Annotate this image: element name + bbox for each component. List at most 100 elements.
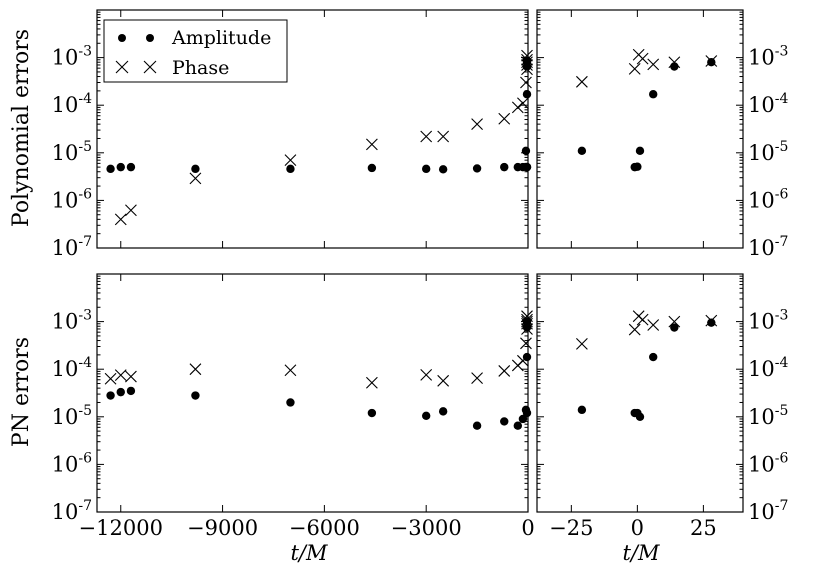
xtick-label: −25 xyxy=(549,516,593,540)
plot-frame xyxy=(96,9,529,249)
xtick-label: −6000 xyxy=(289,516,360,540)
legend-amplitude-label: Amplitude xyxy=(171,27,271,49)
amplitude-point xyxy=(522,408,532,418)
ytick-label: 10-5 xyxy=(748,403,788,429)
xtick-label: −9000 xyxy=(187,516,258,540)
amplitude-point xyxy=(191,391,200,400)
phase-point xyxy=(284,154,297,167)
phase-point xyxy=(521,315,533,328)
phase-point xyxy=(647,58,660,71)
legend-phase-label: Phase xyxy=(172,57,229,79)
plot-frame xyxy=(536,273,744,513)
phase-point xyxy=(521,53,533,66)
amplitude-point xyxy=(191,164,200,174)
amplitude-point xyxy=(635,146,645,156)
ytick-label: 10-3 xyxy=(748,308,788,334)
xtick-label: −12000 xyxy=(79,516,163,540)
xlabel-right: t/M xyxy=(622,541,660,565)
amplitude-point xyxy=(500,162,509,172)
legend-phase-marker xyxy=(143,60,157,74)
amplitude-point xyxy=(522,162,532,172)
amplitude-point xyxy=(126,162,136,172)
xtick-label: −3000 xyxy=(391,516,462,540)
phase-point xyxy=(520,76,532,89)
phase-point xyxy=(284,364,297,377)
phase-point xyxy=(520,337,532,350)
phase-point xyxy=(521,59,533,71)
amplitude-point xyxy=(116,387,125,397)
ytick-label: 10-4 xyxy=(52,355,92,381)
ytick-label: 10-7 xyxy=(748,234,788,260)
ytick-label: 10-7 xyxy=(52,498,92,524)
phase-point xyxy=(517,354,529,367)
phase-point xyxy=(471,372,483,384)
amplitude-point xyxy=(670,323,679,332)
panel-bottom-right: 10-7 10-6 10-5 10-4 10-3 −25 0 25 xyxy=(536,273,788,540)
phase-point xyxy=(521,313,533,326)
ytick-label: 10-6 xyxy=(52,450,92,476)
phase-point xyxy=(576,338,588,350)
phase-point xyxy=(647,319,660,331)
ytick-label: 10-7 xyxy=(748,498,788,524)
phase-point xyxy=(114,369,127,382)
amplitude-point xyxy=(577,146,587,156)
ylabel-top: Polynomial errors xyxy=(9,29,34,227)
legend: Amplitude Phase xyxy=(103,19,288,83)
amplitude-point xyxy=(521,146,531,156)
ytick-label: 10-3 xyxy=(748,44,788,70)
phase-point xyxy=(420,130,433,143)
legend-phase-marker xyxy=(115,60,129,74)
phase-point xyxy=(114,213,127,226)
xtick-label: 0 xyxy=(521,516,534,540)
ytick-label: 10-7 xyxy=(52,234,92,260)
phase-point xyxy=(437,374,450,387)
ytick-label: 10-4 xyxy=(748,91,788,117)
phase-point xyxy=(189,172,202,185)
amplitude-point xyxy=(367,408,377,418)
plot-frame xyxy=(96,273,529,513)
phase-point xyxy=(366,376,378,389)
amplitude-point xyxy=(106,391,115,400)
ytick-label: 10-3 xyxy=(52,308,92,334)
amplitude-point xyxy=(438,407,448,416)
phase-point xyxy=(705,55,718,67)
panel-top-left: 10-7 10-6 10-5 10-4 10-3 xyxy=(52,9,533,260)
xlabel-left: t/M xyxy=(290,541,328,565)
legend-box xyxy=(103,19,288,83)
phase-point xyxy=(125,370,137,383)
amplitude-point xyxy=(670,62,679,71)
amplitude-point xyxy=(438,165,448,174)
amplitude-point xyxy=(707,318,716,327)
ytick-label: 10-6 xyxy=(748,450,788,476)
ytick-label: 10-5 xyxy=(52,403,92,429)
phase-point xyxy=(104,372,117,385)
phase-point xyxy=(498,112,511,125)
phase-point xyxy=(668,315,681,328)
amplitude-point xyxy=(518,414,528,424)
amplitude-point xyxy=(126,386,136,396)
phase-point xyxy=(420,368,433,381)
phase-point xyxy=(366,138,378,151)
panel-top-right: 10-7 10-6 10-5 10-4 10-3 xyxy=(536,9,788,260)
amplitude-point xyxy=(116,162,125,172)
ytick-label: 10-6 xyxy=(748,186,788,212)
panel-bottom-left: 10-7 10-6 10-5 10-4 10-3 −12000 −9000 −6000 −300… xyxy=(52,273,535,540)
xtick-label: 25 xyxy=(690,516,717,540)
amplitude-point xyxy=(367,163,377,173)
amplitude-point xyxy=(472,421,482,430)
phase-point xyxy=(628,62,641,75)
phase-point xyxy=(189,363,202,376)
phase-point xyxy=(517,97,529,110)
ytick-label: 10-4 xyxy=(748,355,788,381)
phase-point xyxy=(498,365,511,377)
phase-point xyxy=(125,204,137,217)
ytick-label: 10-4 xyxy=(52,91,92,117)
phase-point xyxy=(521,310,533,323)
amplitude-point xyxy=(513,421,523,430)
ytick-label: 10-5 xyxy=(748,139,788,165)
amplitude-point xyxy=(106,164,115,174)
ytick-label: 10-5 xyxy=(52,139,92,165)
amplitude-point xyxy=(635,412,645,421)
amplitude-point xyxy=(633,162,642,171)
amplitude-point xyxy=(421,164,431,174)
